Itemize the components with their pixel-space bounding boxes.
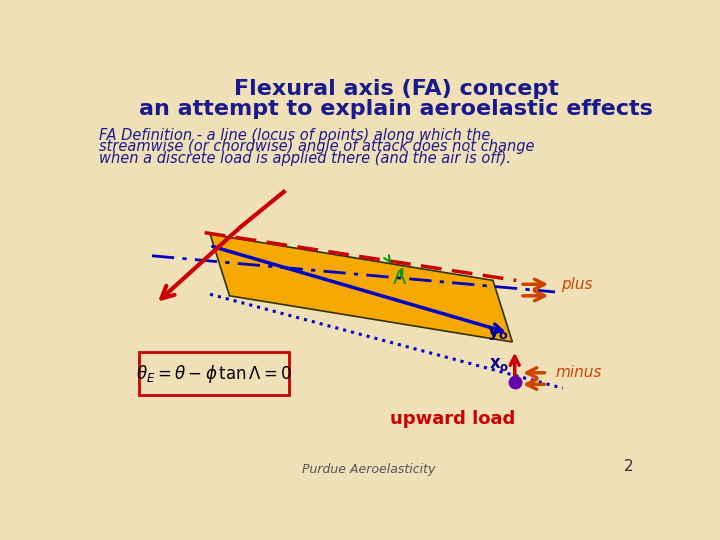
Text: plus: plus: [561, 276, 593, 292]
Text: $\theta_E = \theta - \phi\,\tan\Lambda = 0$: $\theta_E = \theta - \phi\,\tan\Lambda =…: [136, 362, 292, 384]
Text: when a discrete load is applied there (and the air is off).: when a discrete load is applied there (a…: [99, 151, 511, 166]
Text: upward load: upward load: [390, 410, 516, 428]
Text: an attempt to explain aeroelastic effects: an attempt to explain aeroelastic effect…: [139, 99, 653, 119]
Text: streamwise (or chordwise) angle of attack does not change: streamwise (or chordwise) angle of attac…: [99, 139, 535, 154]
FancyBboxPatch shape: [139, 352, 289, 395]
Text: $\mathbf{x_o}$: $\mathbf{x_o}$: [489, 355, 509, 373]
Text: $\Lambda$: $\Lambda$: [392, 269, 408, 288]
Text: $\mathbf{y_o}$: $\mathbf{y_o}$: [487, 324, 510, 342]
Polygon shape: [210, 234, 513, 342]
Text: FA Definition - a line (locus of points) along which the: FA Definition - a line (locus of points)…: [99, 128, 490, 143]
Text: Purdue Aeroelasticity: Purdue Aeroelasticity: [302, 463, 436, 476]
Text: minus: minus: [555, 365, 601, 380]
Text: Flexural axis (FA) concept: Flexural axis (FA) concept: [234, 79, 559, 99]
Text: 2: 2: [624, 459, 634, 474]
